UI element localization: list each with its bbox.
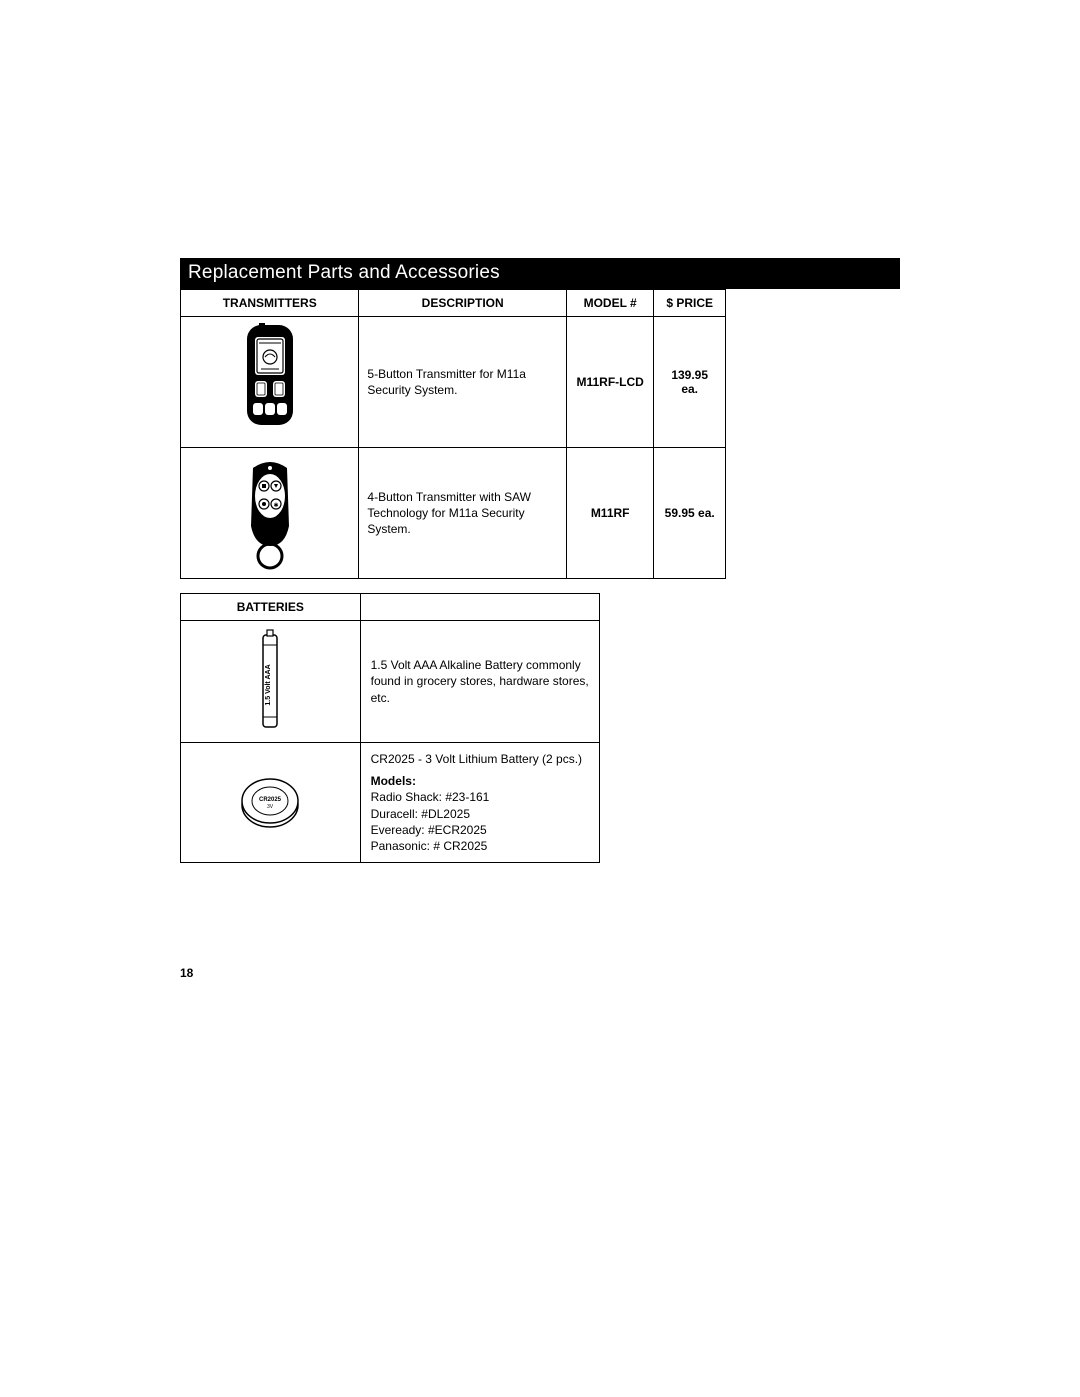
header-model: MODEL # [566, 290, 653, 317]
table-header-row: BATTERIES [181, 594, 600, 621]
page-number: 18 [180, 966, 193, 980]
transmitter-price-cell: 59.95 ea. [654, 448, 726, 579]
section-title: Replacement Parts and Accessories [180, 258, 900, 289]
table-row: CR2025 3V CR2025 - 3 Volt Lithium Batter… [181, 743, 600, 863]
lcd-transmitter-icon [235, 323, 305, 441]
coin-cell-battery-icon: CR2025 3V [237, 771, 303, 831]
header-batteries: BATTERIES [181, 594, 361, 621]
transmitter-description-cell: 5-Button Transmitter for M11a Security S… [359, 317, 567, 448]
svg-text:✱: ✱ [273, 502, 278, 509]
svg-text:CR2025: CR2025 [259, 797, 282, 803]
transmitter-description-cell: 4-Button Transmitter with SAW Technology… [359, 448, 567, 579]
battery-image-cell: CR2025 3V [181, 743, 361, 863]
table-row: 5-Button Transmitter for M11a Security S… [181, 317, 726, 448]
transmitter-image-cell [181, 317, 359, 448]
transmitter-model-cell: M11RF [566, 448, 653, 579]
transmitter-price-cell: 139.95 ea. [654, 317, 726, 448]
battery-intro-text: CR2025 - 3 Volt Lithium Battery (2 pcs.) [371, 752, 582, 766]
battery-model-item: Panasonic: # CR2025 [371, 839, 488, 853]
transmitters-table: TRANSMITTERS DESCRIPTION MODEL # $ PRICE [180, 289, 726, 579]
battery-image-cell: 1.5 Volt AAA [181, 621, 361, 743]
header-price: $ PRICE [654, 290, 726, 317]
battery-description-cell: 1.5 Volt AAA Alkaline Battery commonly f… [360, 621, 599, 743]
battery-model-item: Eveready: #ECR2025 [371, 823, 487, 837]
models-label: Models: [371, 773, 589, 789]
svg-text:3V: 3V [267, 804, 274, 810]
header-transmitters: TRANSMITTERS [181, 290, 359, 317]
table-header-row: TRANSMITTERS DESCRIPTION MODEL # $ PRICE [181, 290, 726, 317]
transmitter-model-cell: M11RF-LCD [566, 317, 653, 448]
batteries-table: BATTERIES 1.5 Volt AAA 1.5 Volt AAA Alka… [180, 593, 600, 863]
svg-text:1.5 Volt AAA: 1.5 Volt AAA [265, 664, 272, 705]
keyfob-transmitter-icon: ✱ [239, 454, 301, 572]
page-content: Replacement Parts and Accessories TRANSM… [180, 258, 900, 863]
battery-model-item: Duracell: #DL2025 [371, 807, 470, 821]
table-row: 1.5 Volt AAA 1.5 Volt AAA Alkaline Batte… [181, 621, 600, 743]
battery-description-cell: CR2025 - 3 Volt Lithium Battery (2 pcs.)… [360, 743, 599, 863]
aaa-battery-icon: 1.5 Volt AAA [257, 627, 283, 733]
table-row: ✱ 4-Button Transmitter with SAW Technolo… [181, 448, 726, 579]
transmitter-image-cell: ✱ [181, 448, 359, 579]
header-blank [360, 594, 599, 621]
battery-model-item: Radio Shack: #23-161 [371, 790, 490, 804]
header-description: DESCRIPTION [359, 290, 567, 317]
